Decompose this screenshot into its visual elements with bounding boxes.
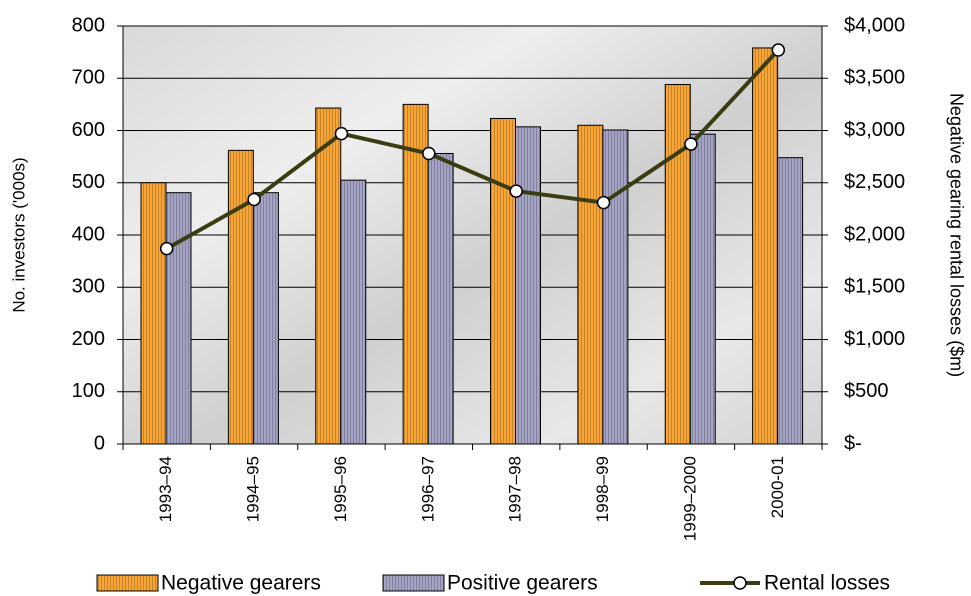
bar <box>227 149 254 445</box>
line-marker <box>334 126 349 141</box>
y2-tick-label: $- <box>844 432 862 454</box>
bar <box>689 133 716 445</box>
line-marker <box>596 195 611 210</box>
bar <box>664 84 691 445</box>
y2-tick-label: $500 <box>844 380 889 402</box>
x-tick-label: 1998–99 <box>593 456 612 522</box>
y-tick-label: 0 <box>94 432 105 454</box>
line-marker <box>771 43 786 57</box>
legend-marker <box>733 576 747 590</box>
legend-label: Rental losses <box>764 572 890 595</box>
x-tick-label: 1997–98 <box>506 456 525 522</box>
y2-tick-label: $1,500 <box>844 276 905 298</box>
legend-label: Positive gearers <box>447 572 598 595</box>
y-tick-label: 600 <box>72 119 105 141</box>
line-marker <box>509 184 523 198</box>
y2-axis-title: Negative gearing rental losses ($m) <box>946 93 966 377</box>
bar <box>252 192 279 445</box>
bar <box>752 47 779 445</box>
bar <box>602 129 629 445</box>
y-tick-label: 700 <box>72 67 105 89</box>
y2-tick-label: $1,000 <box>844 328 905 350</box>
x-tick-label: 1995–96 <box>331 456 350 522</box>
x-tick-label: 1993–94 <box>156 456 175 522</box>
line-marker <box>247 192 261 207</box>
x-tick-label: 2000-01 <box>768 456 787 518</box>
y2-tick-label: $4,000 <box>844 14 905 36</box>
line-marker <box>422 146 436 161</box>
line-marker <box>159 241 174 256</box>
bar <box>315 107 342 445</box>
legend-label: Negative gearers <box>161 572 321 595</box>
y2-tick-label: $3,500 <box>844 67 905 89</box>
y2-tick-label: $3,000 <box>844 119 905 141</box>
x-tick-label: 1996–97 <box>418 456 437 522</box>
x-tick-label: 1999–2000 <box>680 456 699 541</box>
bar <box>577 124 604 445</box>
y-tick-label: 100 <box>72 380 105 402</box>
y-tick-label: 800 <box>72 14 105 36</box>
bar <box>777 157 804 445</box>
bar <box>427 152 454 445</box>
line <box>165 48 780 251</box>
bar <box>490 117 516 445</box>
bar <box>515 126 541 445</box>
legend-swatch <box>96 574 159 592</box>
line-marker <box>684 137 698 151</box>
y-tick-label: 300 <box>72 276 105 298</box>
y2-tick-label: $2,000 <box>844 223 905 245</box>
legend-swatch <box>382 574 445 592</box>
y-tick-label: 500 <box>72 171 105 193</box>
y-axis-title: No. investors ('000s) <box>9 157 28 312</box>
bar <box>402 103 429 445</box>
y2-tick-label: $2,500 <box>844 171 905 193</box>
y-tick-label: 200 <box>72 328 105 350</box>
y-tick-label: 400 <box>72 223 105 245</box>
x-tick-label: 1994–95 <box>244 456 263 522</box>
bar <box>140 182 167 445</box>
bar <box>340 179 367 445</box>
bar <box>165 192 192 445</box>
